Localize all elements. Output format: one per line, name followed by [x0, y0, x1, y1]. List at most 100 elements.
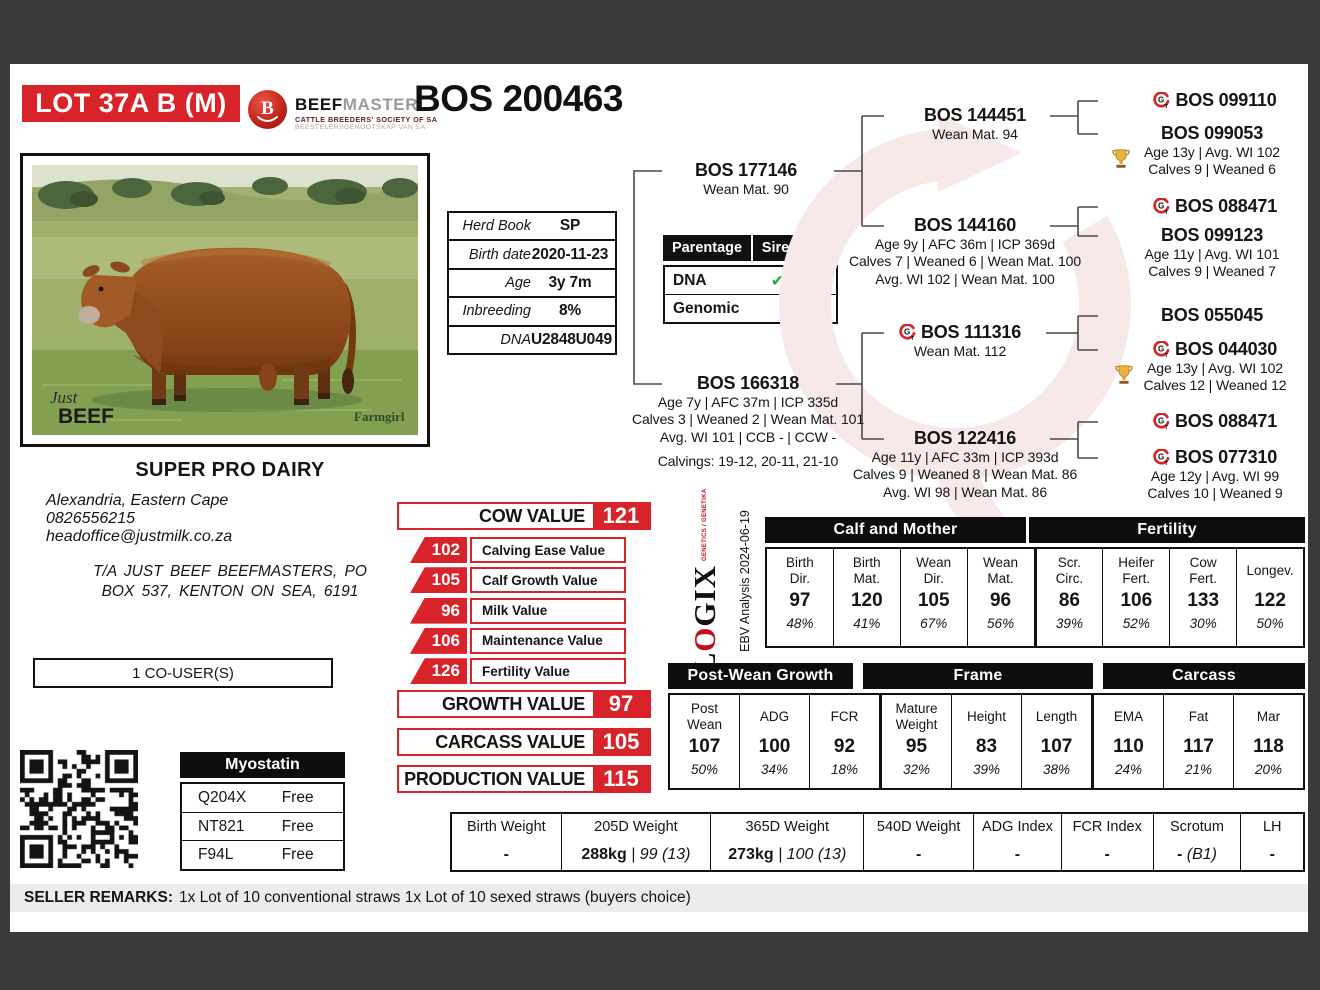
animal-id-title: BOS 200463: [414, 78, 623, 119]
myostatin-status: Free: [281, 788, 314, 806]
pedigree-node-sdd: BOS 099123 Age 11y | Avg. WI 101 Calves 9 …: [1097, 225, 1308, 281]
stat-cell: Scr. Circ. 86 39%: [1033, 549, 1103, 646]
photo-watermark-farmgirl: Farmgirl: [354, 409, 405, 424]
genomic-icon: GT: [899, 323, 916, 341]
stat-cell-accuracy: 48%: [786, 616, 814, 631]
stat-cell-header: EMA: [1113, 708, 1144, 724]
bull-photo-art: Just BEEF Farmgirl: [32, 165, 418, 435]
pedigree-animal-id-text: BOS 099123: [1160, 225, 1264, 245]
pedigree-animal-id-text: BOS 122416: [913, 428, 1017, 448]
pedigree-animal-id-text: BOS 177146: [694, 160, 798, 180]
stat-cell-value: 120: [850, 590, 883, 611]
weight-column: 365D Weight 273kg | 100 (13): [710, 814, 863, 870]
pedigree-node-sire: BOS 177146 Wean Mat. 90: [616, 160, 876, 198]
herd-row-label: Birth date: [468, 246, 531, 263]
pedigree-detail-line: Age 13y | Avg. WI 102: [1144, 143, 1280, 160]
parentage-header-cell: Parentage: [663, 235, 751, 261]
herd-row: Birth date 2020-11-23: [449, 241, 615, 270]
stat-group-header: Carcass: [1103, 663, 1305, 689]
pedigree-animal-id: BOS 122416: [810, 428, 1120, 449]
stat-cell: Cow Fert. 133 30%: [1169, 549, 1236, 646]
stat-cell: Wean Dir. 105 67%: [899, 549, 967, 646]
pedigree-animal-id-text: BOS 144160: [913, 215, 1017, 235]
brand-subtitle-en: CATTLE BREEDERS' SOCIETY OF SA: [295, 115, 438, 124]
myostatin-gene: F94L: [198, 846, 234, 864]
weight-column-value: -: [1014, 846, 1021, 863]
weight-column-header: 365D Weight: [745, 819, 830, 835]
stat-cell-value: 92: [833, 736, 856, 757]
svg-text:G: G: [1158, 452, 1164, 461]
pedigree-animal-id: BOS 144160: [810, 215, 1120, 236]
production-value-label: PRODUCTION VALUE: [404, 768, 585, 789]
sub-value-label: Calf Growth Value: [470, 567, 626, 594]
farm-name: SUPER PRO DAIRY: [135, 459, 325, 481]
photo-watermark-beef: BEEF: [58, 405, 114, 428]
watermark-arrow-icon: [779, 114, 1131, 524]
growth-value-label: GROWTH VALUE: [441, 693, 585, 714]
svg-text:G: G: [1158, 95, 1164, 104]
stat-cell-accuracy: 21%: [1184, 762, 1213, 777]
herd-row-value: U2848U049: [531, 330, 612, 348]
herd-row-label: DNA: [500, 331, 531, 348]
pedigree-animal-id: BOS 144451: [850, 105, 1100, 126]
weight-column: Birth Weight -: [452, 814, 561, 870]
stat-cell-header: Post Wean: [686, 700, 723, 732]
logix-subtitle: GENETICS / GENETIKA: [702, 488, 708, 561]
stat-cell-value: 107: [1040, 736, 1073, 757]
sub-value-label: Fertility Value: [470, 658, 626, 685]
breeder-contact: Alexandria, Eastern Cape 0826556215 headof…: [46, 492, 232, 546]
weight-column-value: -: [1269, 846, 1275, 863]
stat-cell-header: FCR: [830, 708, 859, 724]
stat-cell-value: 133: [1187, 590, 1220, 611]
weight-column: 205D Weight 288kg | 99 (13): [560, 814, 711, 870]
stat-cell-value: 110: [1113, 736, 1144, 757]
stat-cell-accuracy: 56%: [987, 616, 1015, 631]
pedigree-detail-line: Avg. WI 102 | Wean Mat. 100: [875, 270, 1055, 287]
pedigree-animal-id-text: BOS 077310: [1174, 447, 1278, 467]
seller-remarks-label: SELLER REMARKS:: [24, 889, 173, 906]
stat-cell-value: 83: [975, 736, 998, 757]
herd-row: Herd Book SP: [449, 213, 615, 242]
stat-cell-accuracy: 67%: [920, 616, 948, 631]
myostatin-row: NT821 Free: [182, 813, 343, 842]
stat-cell-accuracy: 18%: [830, 762, 859, 777]
pedigree-animal-id-text: BOS 088471: [1174, 411, 1278, 431]
pedigree-detail-line: Age 9y | AFC 36m | ICP 369d: [874, 235, 1056, 252]
sub-value-label: Calving Ease Value: [470, 537, 626, 563]
pedigree-node-ds: G T BOS 111316 Wean Mat. 112: [835, 322, 1085, 360]
pedigree-animal-id: G T BOS 044030: [1100, 339, 1308, 360]
parentage-row: DNA ✔: [665, 267, 836, 295]
trophy-icon-wrap: [1114, 363, 1134, 392]
pedigree-node-ddd: G T BOS 077310 Age 12y | Avg. WI 99 Calves 1…: [1100, 447, 1308, 503]
stat-cell-value: 106: [1120, 590, 1153, 611]
herd-row-label: Inbreeding: [462, 303, 531, 320]
stat-cell: Fat 117 21%: [1163, 695, 1233, 788]
production-value-number: 115: [593, 766, 649, 791]
pedigree-detail-line: Calves 12 | Weaned 12: [1143, 377, 1287, 394]
stat-cell-header: Cow Fert.: [1189, 554, 1218, 586]
stat-cell-value: 95: [905, 736, 928, 757]
pedigree-detail-line: Age 11y | AFC 33m | ICP 393d: [871, 448, 1059, 465]
svg-text:G: G: [1158, 416, 1164, 425]
herd-row-label: Herd Book: [462, 218, 531, 235]
pedigree-node-ss: BOS 144451 Wean Mat. 94: [850, 105, 1100, 143]
stat-cell: Post Wean 107 50%: [670, 695, 739, 788]
herd-row: Inbreeding 8%: [449, 298, 615, 327]
stat-cell-accuracy: 50%: [1256, 616, 1284, 631]
pedigree-detail-line: Calves 10 | Weaned 9: [1147, 485, 1283, 502]
svg-text:B: B: [261, 98, 274, 119]
pedigree-detail-line: Calves 7 | Weaned 6 | Wean Mat. 100: [848, 253, 1082, 270]
qr-code: [20, 750, 138, 868]
stat-cell-accuracy: 39%: [972, 762, 1001, 777]
stat-cell-accuracy: 34%: [760, 762, 789, 777]
pedigree-detail-line: Avg. WI 98 | Wean Mat. 86: [882, 483, 1048, 500]
stat-cell: ADG 100 34%: [739, 695, 809, 788]
trophy-icon: [1115, 365, 1133, 384]
svg-text:G: G: [904, 327, 910, 336]
genomic-icon: GT: [1153, 91, 1170, 109]
stat-table-body: Birth Dir. 97 48% Birth Mat. 120 41% Wean Dir.…: [765, 547, 1305, 648]
stat-cell-value: 86: [1058, 590, 1080, 611]
genomic-icon: GT: [1153, 340, 1170, 358]
stat-cell: Wean Mat. 96 56%: [966, 549, 1034, 646]
pedigree-animal-id-text: BOS 166318: [696, 373, 800, 393]
